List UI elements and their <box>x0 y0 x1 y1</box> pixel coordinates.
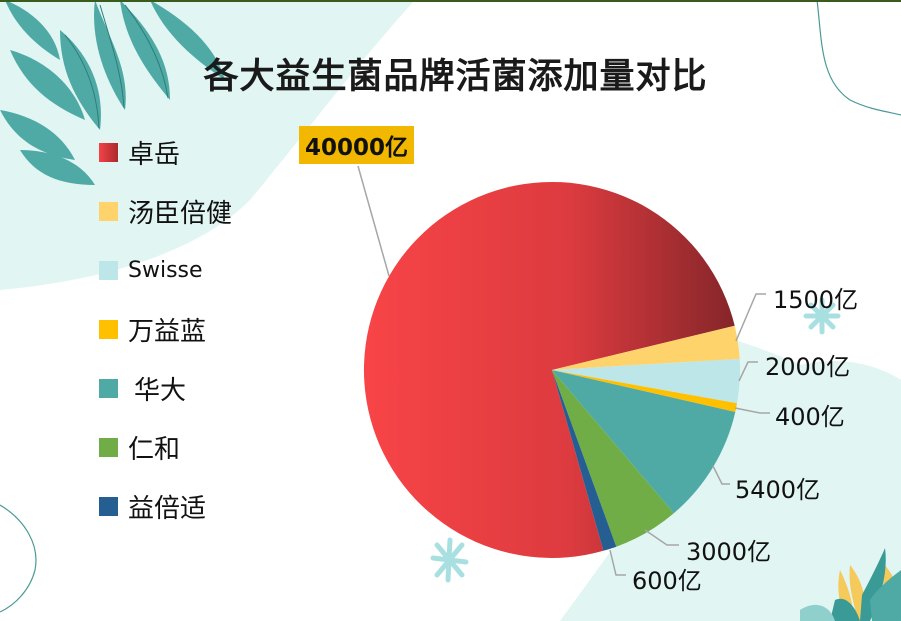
legend-label: 汤臣倍健 <box>128 198 233 229</box>
legend-label: 仁和 <box>128 434 181 465</box>
pie-slice-zhuoyue <box>363 181 735 558</box>
pie-slice-yibeishi <box>552 370 617 551</box>
legend-item-tangchenbeijian: 汤臣倍健 <box>99 196 232 229</box>
legend-item-huada: 华大 <box>99 373 186 406</box>
pie-slice-swisse <box>552 358 741 404</box>
legend-swatch <box>99 201 118 221</box>
legend-item-renhe: 仁和 <box>99 432 180 465</box>
data-label-tangchenbeijian: 1500亿 <box>773 286 859 314</box>
legend-swatch <box>99 142 118 162</box>
top-border <box>0 0 901 2</box>
pie-slice-renhe <box>552 370 674 547</box>
pie-slice-wanyilan <box>552 370 737 412</box>
data-label-wanyilan: 400亿 <box>775 403 845 431</box>
legend-item-swisse: Swisse <box>99 255 203 285</box>
legend-swatch <box>99 378 118 398</box>
legend-label: Swisse <box>128 257 203 283</box>
legend-label: 益倍适 <box>128 493 207 524</box>
data-label-renhe: 3000亿 <box>686 538 772 566</box>
legend-swatch <box>99 496 118 516</box>
data-label-zhuoyue: 40000亿 <box>299 126 415 164</box>
legend-swatch <box>99 437 118 457</box>
leader-line-tangchen <box>735 293 766 342</box>
legend-swatch <box>99 260 118 280</box>
pie-slice-tangchenbeijian <box>552 325 740 370</box>
legend-item-wanyilan: 万益蓝 <box>99 314 206 347</box>
legend-label: 华大 <box>134 375 187 406</box>
legend-label: 万益蓝 <box>128 316 207 347</box>
data-label-swisse: 2000亿 <box>765 353 851 381</box>
leader-line-huada <box>712 465 730 485</box>
leader-line-renhe <box>644 529 679 546</box>
legend-item-yibeishi: 益倍适 <box>99 491 206 524</box>
data-label-huada: 5400亿 <box>735 476 821 504</box>
leader-line-wanyilan <box>734 407 770 414</box>
leader-line-zhuoyue <box>357 165 390 277</box>
legend-swatch <box>99 319 118 339</box>
pie-slice-huada <box>552 370 736 514</box>
chart-title: 各大益生菌品牌活菌添加量对比 <box>203 57 708 97</box>
data-label-yibeishi: 600亿 <box>632 567 702 595</box>
legend-item-zhuoyue: 卓岳 <box>99 137 180 170</box>
legend-label: 卓岳 <box>128 139 181 170</box>
leader-line-swisse <box>738 361 758 382</box>
leader-line-yibeishi <box>609 549 626 576</box>
